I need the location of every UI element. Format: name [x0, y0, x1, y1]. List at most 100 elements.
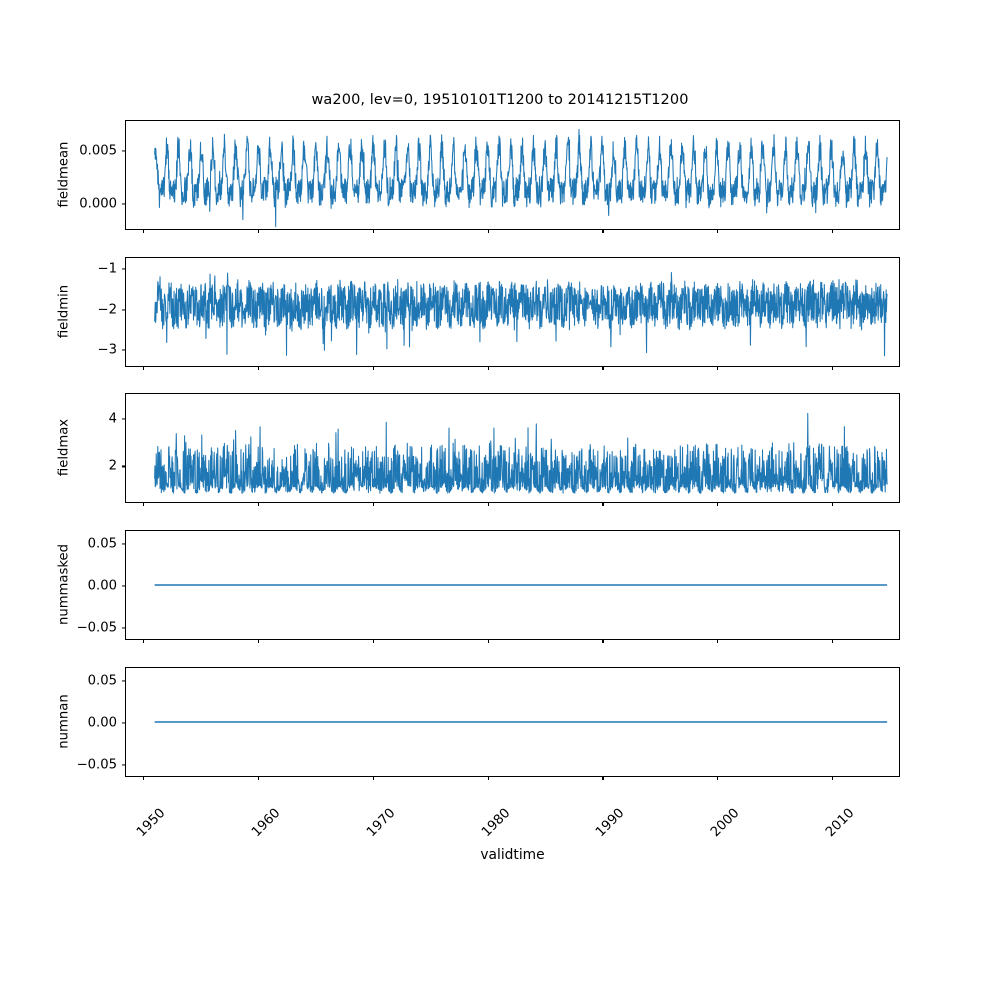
x-tick-label: 1970	[363, 805, 399, 841]
x-tickmark-fieldmean-4	[602, 229, 604, 234]
plot-area-fieldmax	[126, 394, 899, 502]
subplot-fieldmax: fieldmax241950196019701980199020002010	[57, 393, 900, 566]
y-axis-label-numnan: numnan	[56, 694, 72, 749]
y-tick-nummasked-1: 0.00	[87, 578, 117, 594]
y-axis-label-nummasked: nummasked	[56, 544, 72, 626]
x-tickmark-fieldmin-1	[258, 366, 260, 371]
y-axis-label-fieldmin: fieldmin	[56, 284, 72, 339]
y-tick-fieldmin-2: −1	[97, 261, 117, 277]
x-tickmark-fieldmax-6	[832, 502, 834, 507]
x-tickmark-fieldmax-4	[602, 502, 604, 507]
y-tick-fieldmean-1: 0.005	[79, 143, 117, 159]
x-tick-numnan-5: 2000	[708, 782, 766, 840]
x-axis-label: validtime	[480, 847, 545, 863]
y-tickmark-fieldmean-0	[121, 203, 126, 205]
x-tickmark-fieldmean-5	[717, 229, 719, 234]
x-tickmark-fieldmax-2	[372, 502, 374, 507]
x-tickmark-nummasked-4	[602, 639, 604, 644]
plot-area-nummasked	[126, 531, 899, 639]
x-tick-numnan-6: 2010	[823, 782, 881, 840]
plot-area-fieldmean	[126, 121, 899, 229]
x-tickmark-numnan-6	[832, 776, 834, 781]
y-tick-fieldmin-1: −2	[97, 302, 117, 318]
x-tickmark-numnan-0	[143, 776, 145, 781]
x-tickmark-fieldmean-6	[832, 229, 834, 234]
x-tickmark-nummasked-1	[258, 639, 260, 644]
y-tickmark-fieldmin-0	[121, 349, 126, 351]
series-path-fieldmax	[155, 413, 887, 493]
y-tickmark-fieldmax-0	[121, 465, 126, 467]
x-tickmark-fieldmin-3	[487, 366, 489, 371]
chart-title: wa200, lev=0, 19510101T1200 to 20141215T…	[311, 92, 689, 108]
y-tickmark-nummasked-1	[121, 585, 126, 587]
x-tick-label: 1990	[593, 805, 628, 841]
y-tickmark-numnan-1	[121, 722, 126, 724]
y-tick-fieldmean-0: 0.000	[79, 196, 117, 212]
x-tick-label: 1950	[134, 805, 169, 841]
x-tick-label: 1960	[249, 805, 284, 841]
x-tickmark-numnan-5	[717, 776, 719, 781]
subplot-numnan: numnan −0.05 0.00 0.05 1950 1960 1970 1980 1990 2…	[57, 667, 900, 840]
x-tickmark-numnan-1	[258, 776, 260, 781]
x-tickmark-nummasked-5	[717, 639, 719, 644]
x-tick-label: 1980	[478, 805, 514, 841]
x-tickmark-nummasked-3	[487, 639, 489, 644]
x-tick-numnan-0: 1950	[134, 782, 192, 840]
x-tickmark-fieldmin-6	[832, 366, 834, 371]
x-tickmark-numnan-3	[487, 776, 489, 781]
x-tickmark-fieldmean-2	[372, 229, 374, 234]
y-tickmark-numnan-2	[121, 680, 126, 682]
y-tickmark-nummasked-2	[121, 543, 126, 545]
x-tickmark-fieldmax-0	[143, 502, 145, 507]
plot-area-numnan	[126, 668, 899, 776]
x-tickmark-numnan-2	[372, 776, 374, 781]
series-fieldmin	[126, 258, 899, 366]
y-tick-numnan-0: −0.05	[76, 757, 117, 773]
x-tick-numnan-4: 1990	[594, 782, 651, 840]
subplot-fieldmean: fieldmean0.0000.005195019601970198019902…	[57, 120, 900, 293]
y-tickmark-fieldmin-2	[121, 268, 126, 270]
x-tickmark-nummasked-0	[143, 639, 145, 644]
y-tickmark-fieldmean-1	[121, 150, 126, 152]
x-tick-numnan-3: 1980	[479, 782, 536, 840]
x-tickmark-fieldmean-0	[143, 229, 145, 234]
series-fieldmax	[126, 394, 899, 502]
x-tickmark-nummasked-2	[372, 639, 374, 644]
x-tickmark-fieldmean-3	[487, 229, 489, 234]
plot-area-fieldmin	[126, 258, 899, 366]
x-tickmark-fieldmin-5	[717, 366, 719, 371]
x-tickmark-fieldmin-4	[602, 366, 604, 371]
subplot-nummasked: nummasked−0.050.000.05195019601970198019…	[57, 530, 900, 703]
y-tickmark-fieldmax-1	[121, 418, 126, 420]
y-tick-fieldmin-0: −3	[97, 342, 117, 358]
x-tickmark-numnan-4	[602, 776, 604, 781]
x-tickmark-fieldmean-1	[258, 229, 260, 234]
y-tick-numnan-2: 0.05	[87, 673, 117, 689]
y-axis-label-fieldmean: fieldmean	[56, 141, 72, 208]
series-numnan	[126, 668, 899, 776]
series-path-fieldmin	[155, 272, 887, 355]
y-tickmark-nummasked-0	[121, 627, 126, 629]
x-tickmark-fieldmin-2	[372, 366, 374, 371]
y-tickmark-numnan-0	[121, 764, 126, 766]
x-tickmark-fieldmax-3	[487, 502, 489, 507]
series-path-fieldmean	[155, 130, 887, 227]
x-tick-numnan-1: 1960	[249, 782, 307, 840]
x-tickmark-fieldmax-5	[717, 502, 719, 507]
y-tick-nummasked-2: 0.05	[87, 536, 117, 552]
subplot-fieldmin: fieldmin−3−2−119501960197019801990200020…	[57, 257, 900, 430]
y-tick-fieldmax-1: 4	[108, 411, 117, 427]
y-tick-nummasked-0: −0.05	[76, 620, 117, 636]
x-tickmark-fieldmin-0	[143, 366, 145, 371]
x-tick-numnan-2: 1970	[364, 782, 422, 840]
y-tick-numnan-1: 0.00	[87, 715, 117, 731]
y-axis-label-fieldmax: fieldmax	[56, 418, 72, 477]
x-tick-label: 2010	[823, 805, 858, 841]
series-fieldmean	[126, 121, 899, 229]
y-tickmark-fieldmin-1	[121, 309, 126, 311]
x-tickmark-nummasked-6	[832, 639, 834, 644]
series-nummasked	[126, 531, 899, 639]
x-tick-label: 2000	[708, 805, 743, 841]
x-tickmark-fieldmax-1	[258, 502, 260, 507]
